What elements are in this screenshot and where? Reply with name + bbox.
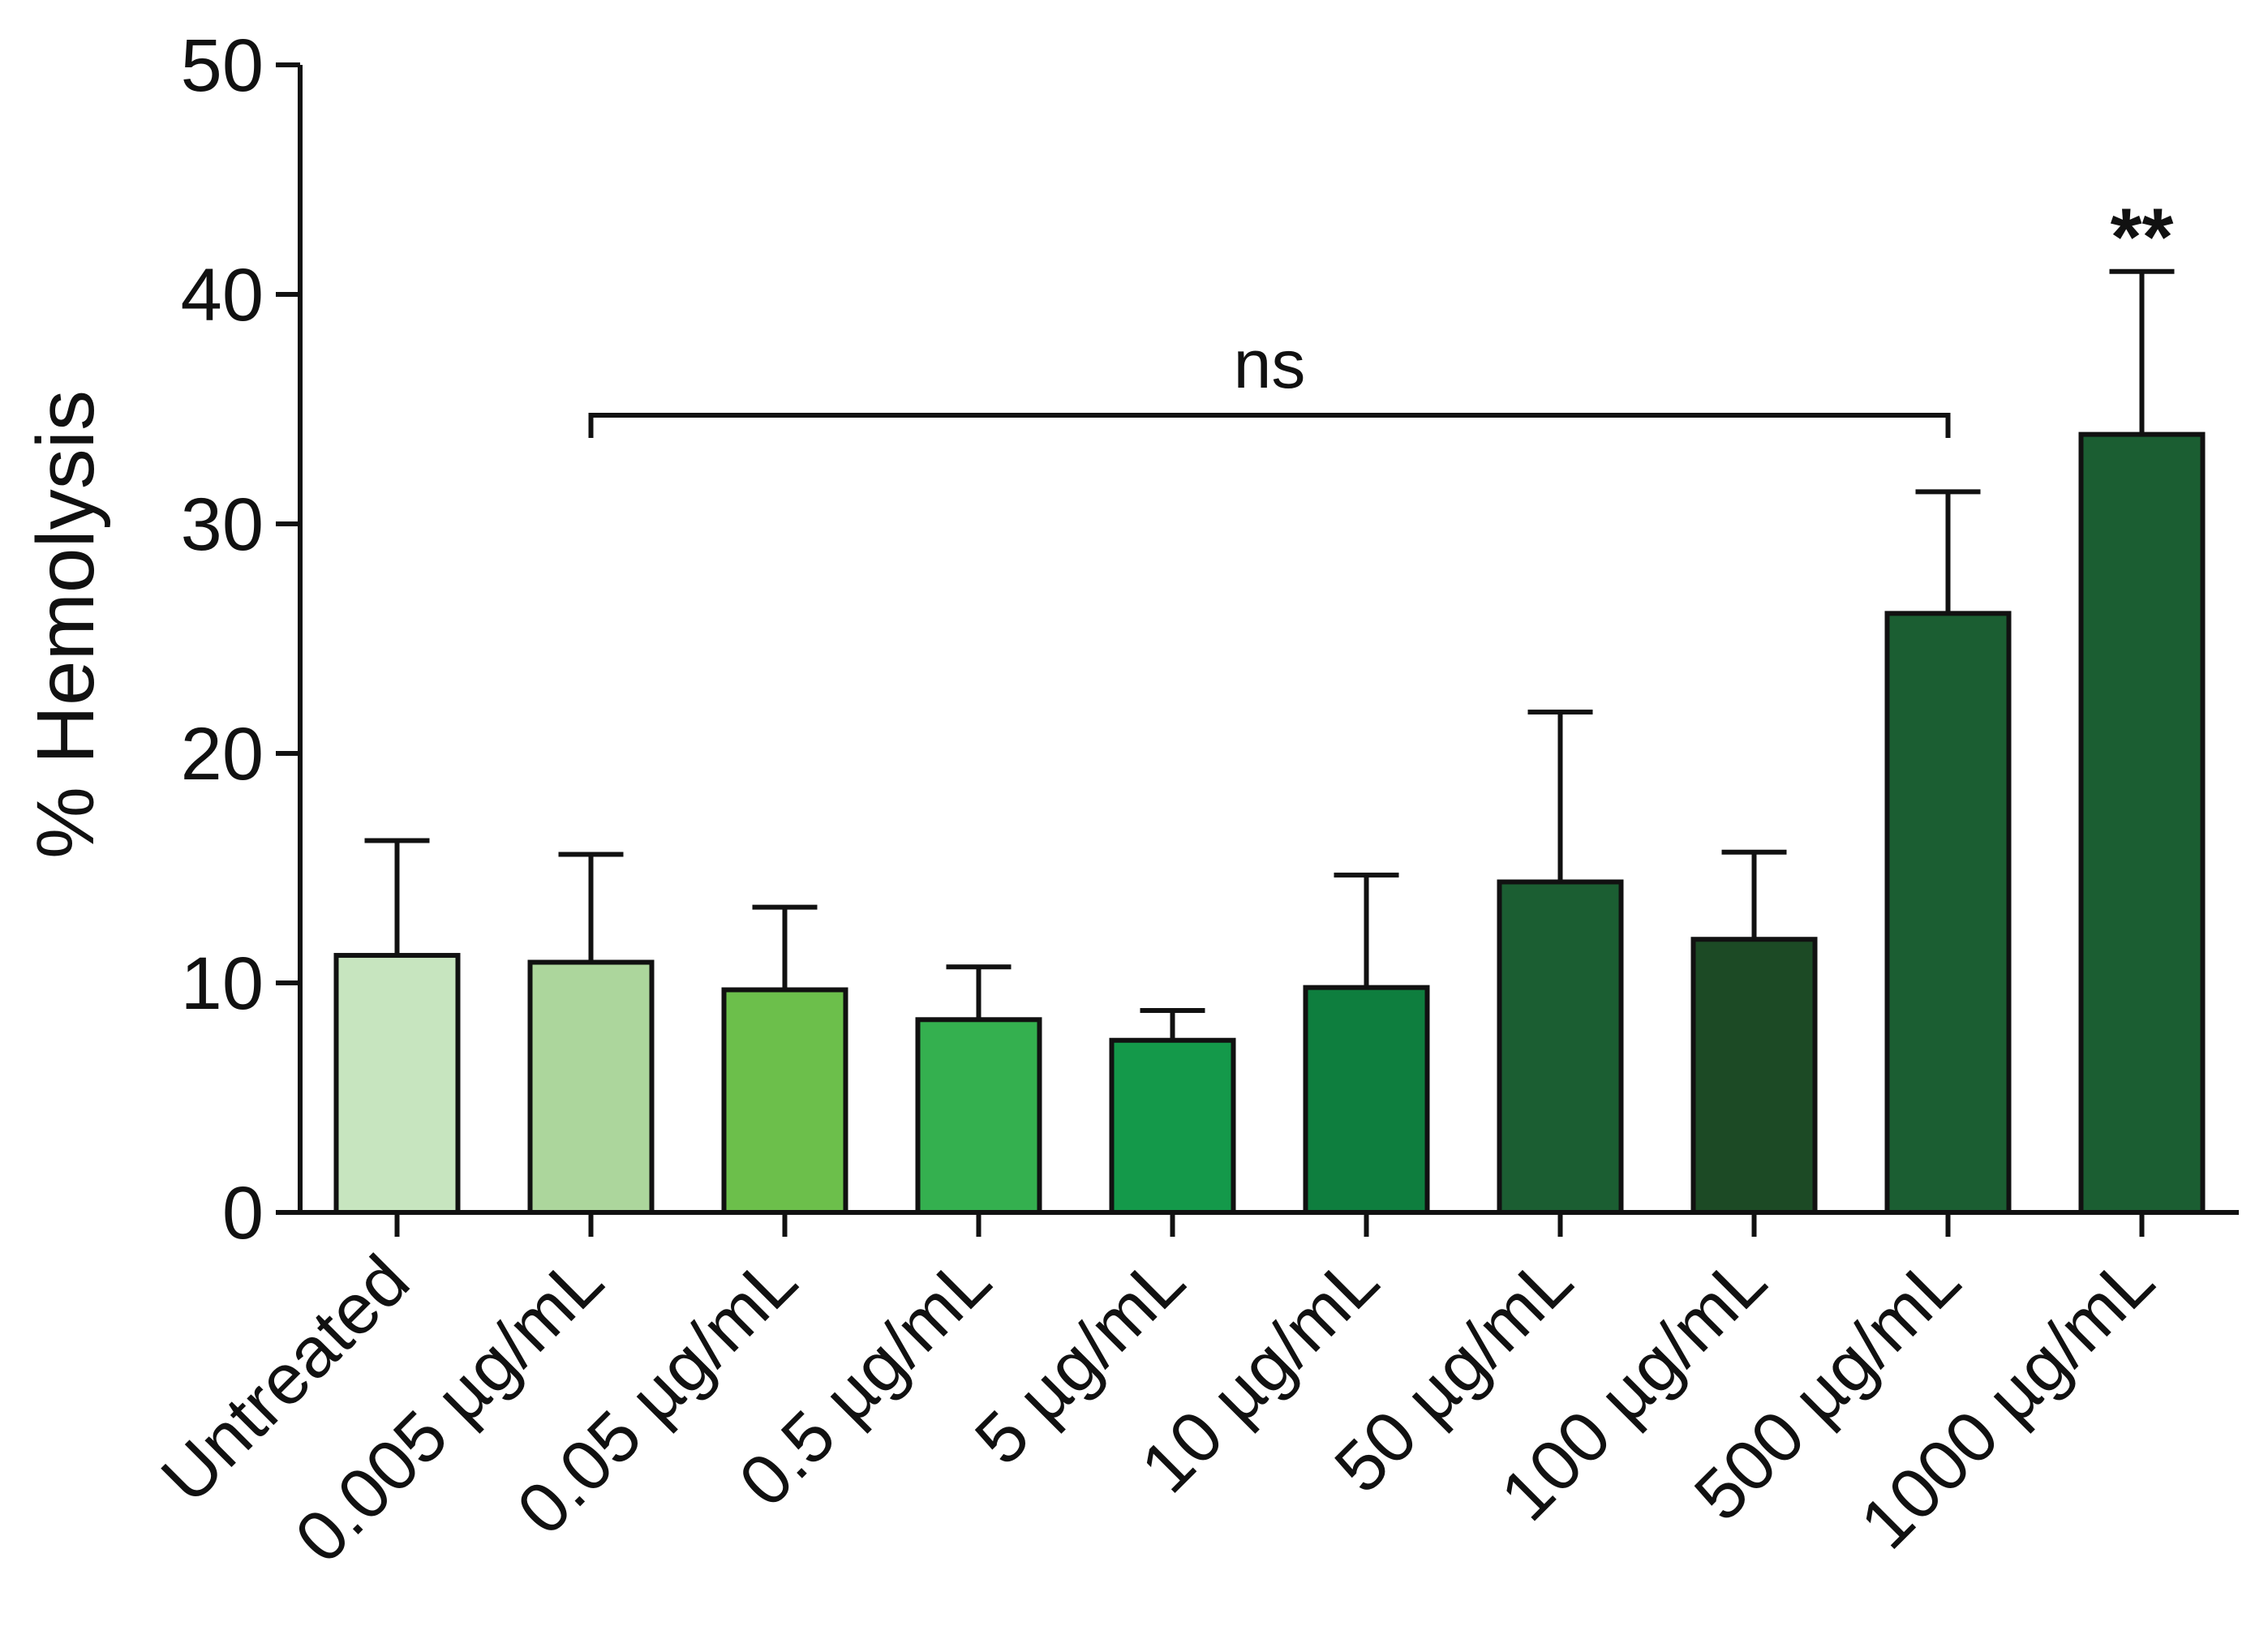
bar-7 [1690,937,1818,1215]
y-tick-label-40: 40 [181,254,264,337]
bar-3 [915,1017,1042,1216]
y-tick-label-50: 50 [181,24,264,107]
bar-9 [2078,431,2206,1215]
y-tick-label-0: 0 [222,1172,264,1255]
bars-group [333,431,2206,1216]
error-bars-group [364,268,2175,1040]
significance-label: ** [2111,192,2174,283]
bar-4 [1109,1037,1236,1215]
y-axis: 0 10 20 30 40 50 [181,24,303,1255]
y-tick-label-30: 30 [181,483,264,566]
annotations-group: ns ** [588,192,2174,438]
y-axis-label: % Hemolysis [20,390,111,859]
bar-8 [1884,611,2012,1215]
bar-6 [1497,879,1624,1215]
bar-1 [527,959,655,1216]
bar-2 [721,987,848,1215]
ns-bracket [588,413,1951,438]
ns-label: ns [1234,326,1306,402]
bar-5 [1303,985,1430,1216]
bar-0 [333,953,461,1216]
y-tick-label-20: 20 [181,713,264,796]
y-tick-label-10: 10 [181,942,264,1025]
